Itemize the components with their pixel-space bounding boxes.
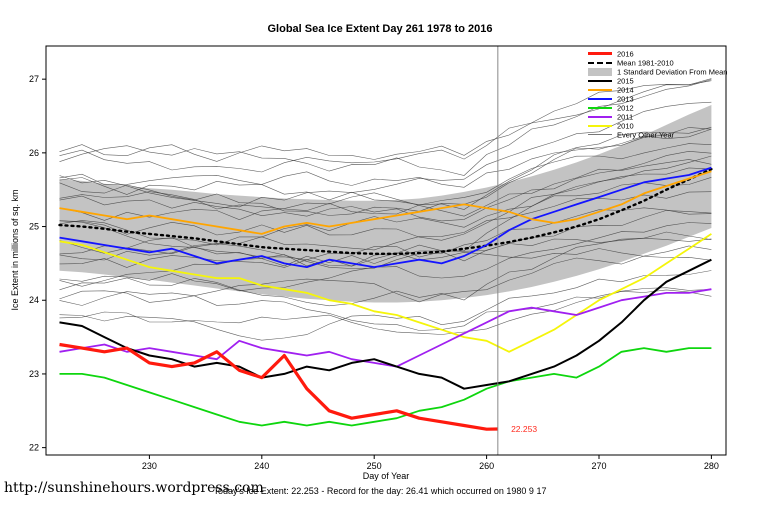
legend-swatch bbox=[588, 106, 612, 109]
legend-entry-mean-1981-2010: Mean 1981-2010 bbox=[588, 58, 730, 67]
plot-border bbox=[45, 45, 727, 456]
x-tick-label: 270 bbox=[591, 461, 606, 471]
legend-label: 2014 bbox=[617, 85, 634, 95]
legend-label: Every Other Year bbox=[617, 130, 675, 140]
mean-line bbox=[58, 167, 713, 256]
background-year-line bbox=[59, 270, 712, 341]
background-year-line bbox=[59, 101, 712, 208]
y-axis-label: Ice Extent in millions of sq. km bbox=[10, 189, 20, 311]
legend-swatch bbox=[588, 61, 612, 64]
legend-swatch bbox=[588, 97, 612, 100]
series-2012-line bbox=[59, 347, 712, 427]
legend-label: 1 Standard Deviation From Mean bbox=[617, 67, 728, 77]
series-2014-line bbox=[59, 170, 712, 235]
x-tick-label: 250 bbox=[367, 461, 382, 471]
y-tick-label: 26 bbox=[29, 148, 39, 158]
legend-label: 2012 bbox=[617, 103, 634, 113]
legend-swatch bbox=[588, 52, 612, 56]
series-2010-line bbox=[59, 233, 712, 353]
x-tick-label: 230 bbox=[142, 461, 157, 471]
legend-label: 2010 bbox=[617, 121, 634, 131]
x-tick-label: 280 bbox=[704, 461, 719, 471]
background-year-line bbox=[59, 289, 712, 335]
legend-entry-2014: 2014 bbox=[588, 85, 730, 94]
background-year-line bbox=[59, 150, 712, 222]
legend-swatch bbox=[588, 79, 612, 82]
background-year-line bbox=[59, 177, 712, 246]
background-year-line bbox=[59, 143, 712, 215]
series-2013-line bbox=[59, 166, 712, 269]
legend-label: 2013 bbox=[617, 94, 634, 104]
series-2011-line bbox=[59, 288, 712, 368]
background-year-line bbox=[59, 159, 712, 221]
legend-swatch bbox=[588, 67, 612, 76]
legend-swatch bbox=[588, 88, 612, 91]
y-tick-label: 22 bbox=[29, 443, 39, 453]
series-2015-line bbox=[59, 258, 712, 390]
background-year-line bbox=[59, 222, 712, 292]
background-year-line bbox=[59, 287, 712, 331]
background-year-line bbox=[59, 210, 712, 267]
chart-title: Global Sea Ice Extent Day 261 1978 to 20… bbox=[267, 23, 493, 35]
background-year-line bbox=[59, 79, 712, 176]
legend-swatch bbox=[588, 134, 612, 136]
background-year-line bbox=[59, 126, 712, 210]
legend-entry-2015: 2015 bbox=[588, 76, 730, 85]
legend-entry-2016: 2016 bbox=[588, 49, 730, 58]
background-year-line bbox=[59, 155, 712, 241]
x-axis-label: Day of Year bbox=[362, 471, 410, 481]
source-url: http://sunshinehours.wordpress.com bbox=[4, 480, 264, 496]
legend-entry-2011: 2011 bbox=[588, 112, 730, 121]
legend-swatch bbox=[588, 124, 612, 127]
legend-entry-every-other-year: Every Other Year bbox=[588, 130, 730, 139]
legend-label: Mean 1981-2010 bbox=[617, 58, 674, 68]
background-year-line bbox=[59, 80, 712, 162]
current-value-annotation: 22.253 bbox=[511, 424, 537, 434]
y-tick-label: 23 bbox=[29, 369, 39, 379]
background-year-line bbox=[59, 245, 712, 303]
legend-entry-2012: 2012 bbox=[588, 103, 730, 112]
background-year-line bbox=[59, 128, 712, 216]
background-year-line bbox=[59, 237, 712, 307]
today-extent-caption: Today's Ice Extent: 22.253 - Record for … bbox=[213, 486, 547, 496]
chart-legend: 2016 Mean 1981-2010 1 Standard Deviation F… bbox=[588, 49, 730, 139]
legend-label: 2016 bbox=[617, 49, 634, 59]
legend-entry-1-standard-deviation-from-mean: 1 Standard Deviation From Mean bbox=[588, 67, 730, 76]
legend-entry-2013: 2013 bbox=[588, 94, 730, 103]
legend-swatch bbox=[588, 115, 612, 118]
x-tick-label: 240 bbox=[254, 461, 269, 471]
legend-entry-2010: 2010 bbox=[588, 121, 730, 130]
legend-label: 2015 bbox=[617, 76, 634, 86]
series-2016-line bbox=[59, 342, 498, 431]
y-tick-label: 25 bbox=[29, 222, 39, 232]
background-year-line bbox=[59, 127, 712, 195]
legend-label: 2011 bbox=[617, 112, 634, 122]
y-tick-label: 27 bbox=[29, 74, 39, 84]
y-tick-label: 24 bbox=[29, 295, 39, 305]
std-dev-band bbox=[59, 105, 712, 303]
x-tick-label: 260 bbox=[479, 461, 494, 471]
